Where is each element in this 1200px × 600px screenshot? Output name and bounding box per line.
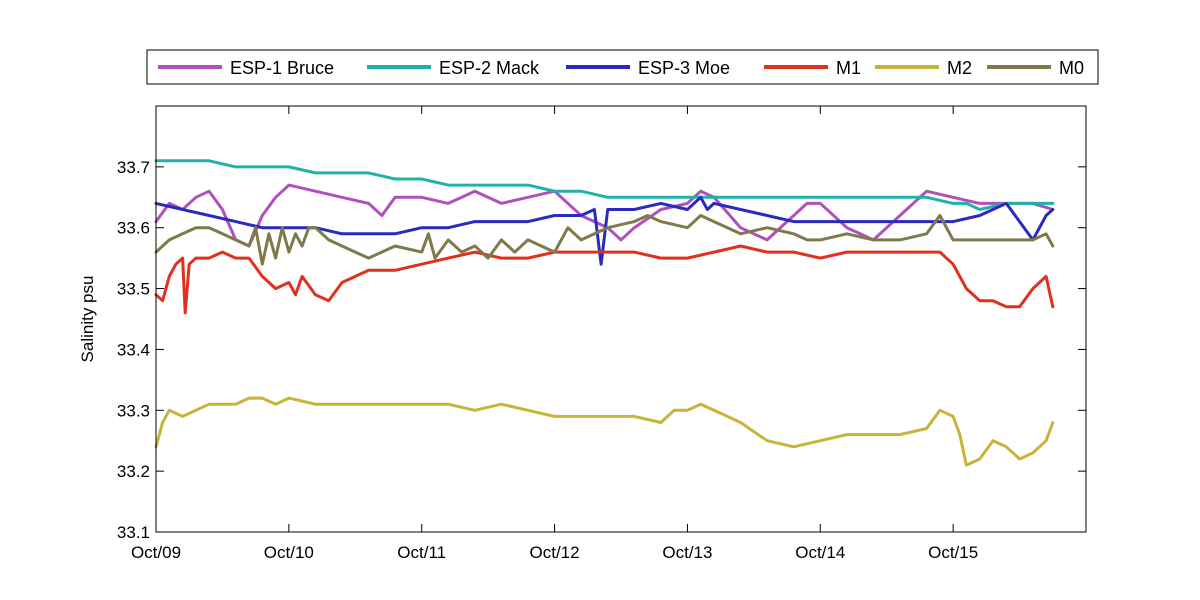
y-tick-label: 33.7 <box>117 158 150 177</box>
x-tick-label: Oct/13 <box>662 543 712 562</box>
series-layer <box>154 159 1055 467</box>
x-axis: Oct/09 Oct/10 Oct/11 Oct/12 Oct/13 Oct/14 Oct/… <box>131 106 978 562</box>
legend-label-6: M0 <box>1059 58 1084 78</box>
y-tick-label: 33.4 <box>117 340 150 359</box>
x-tick-label: Oct/09 <box>131 543 181 562</box>
x-tick-label: Oct/14 <box>795 543 845 562</box>
x-tick-label: Oct/15 <box>928 543 978 562</box>
x-tick-label: Oct/12 <box>530 543 580 562</box>
y-tick-label: 33.1 <box>117 523 150 542</box>
legend-label-2: ESP-2 Mack <box>439 58 540 78</box>
y-tick-label: 33.2 <box>117 462 150 481</box>
legend: ESP-1 Bruce ESP-2 Mack ESP-3 Moe M1 M2 M0 <box>146 49 1099 85</box>
y-tick-label: 33.3 <box>117 401 150 420</box>
series-line-4 <box>154 244 1055 315</box>
legend-label-4: M1 <box>836 58 861 78</box>
x-tick-label: Oct/10 <box>264 543 314 562</box>
y-axis-label: Salinity psu <box>78 276 97 363</box>
x-tick-label: Oct/11 <box>397 543 446 562</box>
series-line-5 <box>154 396 1055 467</box>
series-line-2 <box>154 159 1055 211</box>
legend-label-3: ESP-3 Moe <box>638 58 730 78</box>
legend-label-1: ESP-1 Bruce <box>230 58 334 78</box>
plot-frame <box>155 105 1087 533</box>
y-axis: 33.1 33.2 33.3 33.4 33.5 33.6 33.7 <box>117 158 1086 542</box>
legend-label-5: M2 <box>947 58 972 78</box>
legend-items: ESP-1 Bruce ESP-2 Mack ESP-3 Moe M1 M2 M0 <box>158 58 1084 78</box>
y-tick-label: 33.5 <box>117 280 150 299</box>
series-line-6 <box>154 214 1055 266</box>
y-tick-label: 33.6 <box>117 219 150 238</box>
